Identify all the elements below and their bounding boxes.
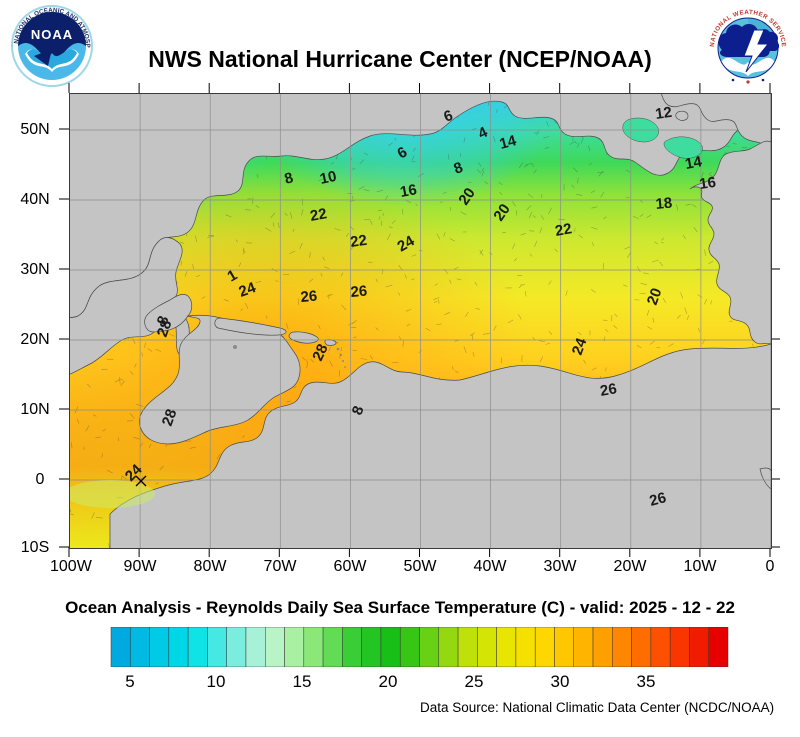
svg-text:22: 22 [309,205,328,225]
svg-text:16: 16 [399,181,418,201]
svg-text:26: 26 [300,288,318,306]
svg-text:18: 18 [655,195,673,213]
svg-text:22: 22 [554,220,573,240]
svg-text:26: 26 [599,380,618,400]
svg-text:16: 16 [698,174,717,193]
svg-text:22: 22 [349,232,368,251]
svg-text:26: 26 [350,283,368,301]
svg-text:12: 12 [654,104,673,123]
svg-text:10: 10 [318,168,338,188]
